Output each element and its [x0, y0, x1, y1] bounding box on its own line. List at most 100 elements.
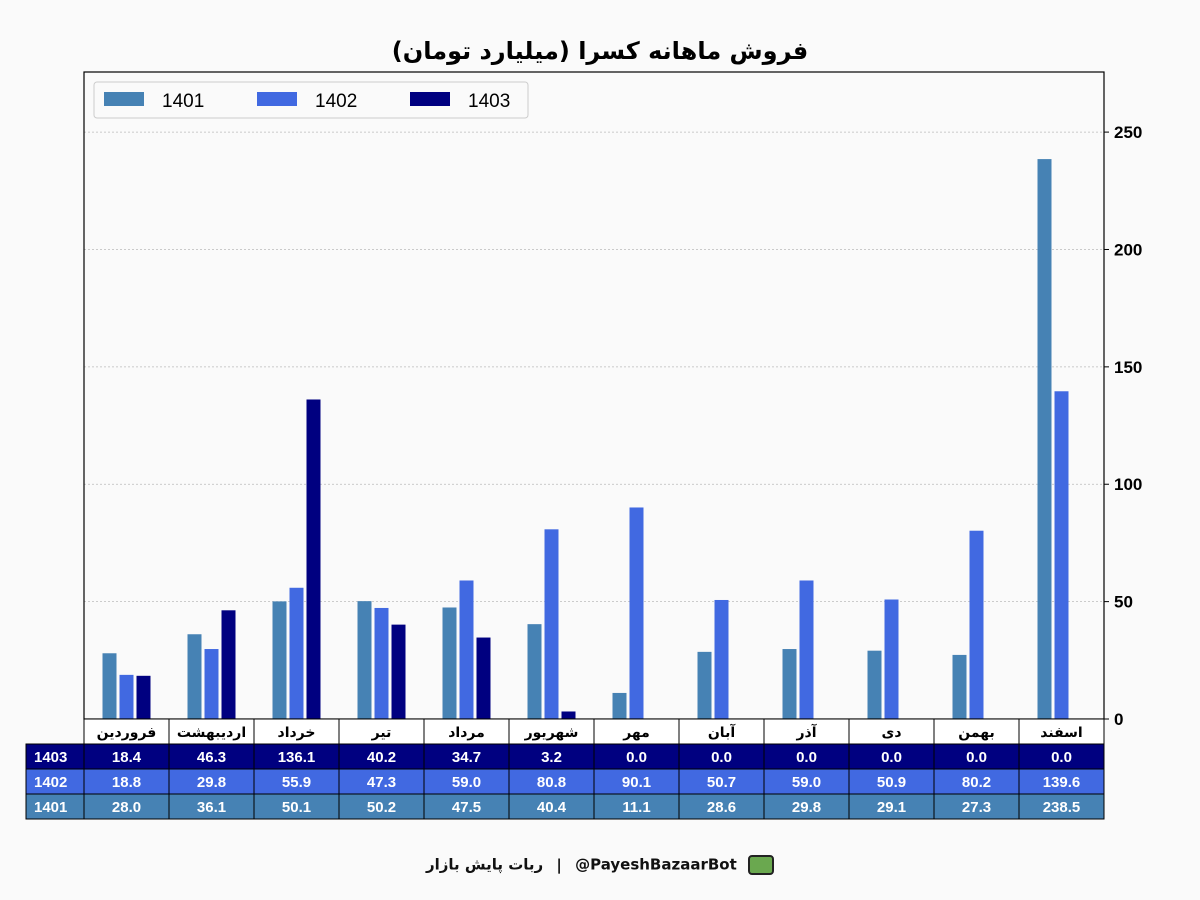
table-value: 55.9	[282, 774, 311, 791]
bar-1401	[952, 654, 967, 719]
legend-swatch	[410, 92, 450, 106]
plot-area	[84, 72, 1104, 719]
table-cell	[848, 743, 935, 770]
table-value: 29.8	[197, 774, 226, 791]
legend-label: 1402	[315, 91, 357, 112]
table-cell	[678, 793, 765, 820]
bar-1402	[374, 607, 389, 719]
table-value: 27.3	[962, 799, 991, 816]
table-header-label: خرداد	[278, 725, 316, 741]
legend	[93, 81, 529, 119]
footer-handle: @PayeshBazaarBot	[575, 855, 737, 874]
y-tick-label: 250	[1114, 123, 1142, 142]
table-value: 47.3	[367, 774, 396, 791]
legend-swatch	[104, 92, 144, 106]
table-value: 0.0	[1051, 749, 1072, 766]
bar-1402	[544, 529, 559, 719]
table-row-label: 1401	[34, 799, 67, 816]
table-row-label: 1402	[34, 774, 67, 791]
monitor-icon	[748, 855, 775, 875]
bar-1403	[561, 711, 576, 719]
table-row-label-cell	[25, 743, 85, 770]
legend-swatch	[257, 92, 297, 106]
table-value: 90.1	[622, 774, 651, 791]
table-value: 59.0	[452, 774, 481, 791]
table-value: 29.8	[792, 799, 821, 816]
bar-1403	[476, 637, 491, 719]
table-cell	[423, 793, 510, 820]
y-tick-label: 0	[1114, 710, 1123, 729]
bar-1402	[1054, 391, 1069, 719]
y-tick-label: 150	[1114, 358, 1142, 377]
table-cell	[763, 793, 850, 820]
table-cell	[168, 793, 255, 820]
table-value: 139.6	[1043, 774, 1081, 791]
bar-1403	[136, 675, 151, 719]
table-cell	[933, 768, 1020, 795]
table-header-label: آبان	[708, 723, 736, 741]
table-cell	[83, 743, 170, 770]
y-tick-label: 200	[1114, 240, 1142, 259]
table-value: 47.5	[452, 799, 481, 816]
table-cell	[253, 793, 340, 820]
bar-1403	[391, 624, 406, 719]
table-value: 40.2	[367, 749, 396, 766]
table-value: 18.8	[112, 774, 141, 791]
table-cell	[933, 743, 1020, 770]
bar-1401	[357, 601, 372, 719]
bar-1402	[289, 587, 304, 719]
bar-1402	[799, 580, 814, 719]
table-value: 50.1	[282, 799, 311, 816]
table-row-label: 1403	[34, 749, 67, 766]
table-header-label: شهریور	[524, 725, 579, 741]
table-value: 0.0	[796, 749, 817, 766]
table-value: 34.7	[452, 749, 481, 766]
table-header-label: تیر	[371, 725, 392, 741]
bar-1403	[306, 399, 321, 719]
table-cell	[423, 743, 510, 770]
table-cell	[848, 768, 935, 795]
table-cell	[1018, 743, 1105, 770]
table-value: 50.9	[877, 774, 906, 791]
bar-1401	[527, 624, 542, 719]
table-header-cell	[508, 718, 595, 745]
y-tick-label: 50	[1114, 593, 1133, 612]
y-tick-label: 100	[1114, 475, 1142, 494]
bar-1402	[884, 599, 899, 719]
table-value: 46.3	[197, 749, 226, 766]
table-header-label: آذر	[795, 723, 817, 741]
table-value: 11.1	[622, 799, 650, 816]
table-cell	[168, 743, 255, 770]
table-header-label: مهر	[622, 725, 650, 741]
table-cell	[593, 768, 680, 795]
table-cell	[1018, 768, 1105, 795]
bar-1401	[782, 649, 797, 719]
bar-1401	[102, 653, 117, 719]
table-cell	[253, 743, 340, 770]
bar-1401	[697, 651, 712, 719]
table-header-cell	[338, 718, 425, 745]
table-cell	[338, 743, 425, 770]
table-value: 29.1	[877, 799, 906, 816]
table-value: 0.0	[626, 749, 647, 766]
table-header-cell	[423, 718, 510, 745]
table-value: 238.5	[1043, 799, 1081, 816]
table-header-label: اردیبهشت	[177, 725, 246, 741]
table-cell	[508, 793, 595, 820]
bar-1402	[459, 580, 474, 719]
table-cell	[423, 768, 510, 795]
table-header-cell	[763, 718, 850, 745]
table-row-label-cell	[25, 793, 85, 820]
table-header-label: مرداد	[448, 725, 485, 741]
bar-1403	[221, 610, 236, 719]
table-value: 59.0	[792, 774, 821, 791]
table-value: 3.2	[541, 749, 562, 766]
bar-1402	[204, 649, 219, 719]
table-cell	[83, 768, 170, 795]
footer-text: ربات پایش بازار	[425, 855, 544, 874]
footer: ربات پایش بازار | @PayeshBazaarBot	[0, 855, 1200, 875]
table-cell	[1018, 793, 1105, 820]
table-cell	[848, 793, 935, 820]
